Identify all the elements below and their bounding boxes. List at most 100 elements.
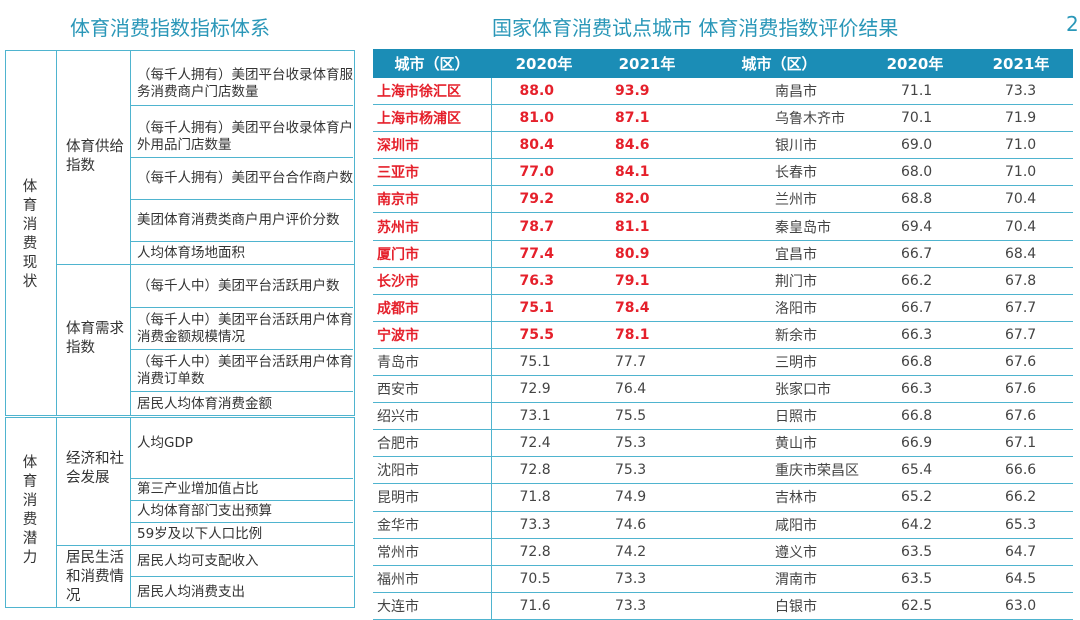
score-2020-cell: 80.4: [491, 131, 597, 160]
score-2020-cell: 70.1: [861, 104, 969, 133]
score-2020-cell: 75.5: [491, 321, 597, 349]
score-2021-cell: 77.7: [597, 348, 697, 377]
header-2020: 2020年: [491, 49, 597, 78]
table-row: 青岛市 75.1 77.7 三明市 66.8 67.6: [373, 348, 1073, 377]
table-row: 西安市 72.9 76.4 张家口市 66.3 67.6: [373, 375, 1073, 404]
header-city: 城市（区）: [373, 49, 491, 78]
score-2021-cell: 82.0: [597, 185, 697, 214]
header-2020-2: 2020年: [861, 49, 969, 78]
score-2021-cell: 66.2: [969, 483, 1073, 512]
score-2021-cell: 74.9: [597, 483, 697, 512]
score-2020-cell: 68.0: [861, 158, 969, 187]
score-2021-cell: 73.3: [969, 78, 1073, 106]
city-cell: 吉林市: [697, 483, 861, 512]
score-2020-cell: 68.8: [861, 185, 969, 214]
city-cell: 南昌市: [697, 78, 861, 106]
score-2021-cell: 70.4: [969, 185, 1073, 214]
city-cell: 荆门市: [697, 267, 861, 295]
score-2021-cell: 64.7: [969, 538, 1073, 566]
city-cell: 宜昌市: [697, 240, 861, 268]
score-2020-cell: 78.7: [491, 212, 597, 241]
score-2021-cell: 67.8: [969, 267, 1073, 295]
score-2020-cell: 72.8: [491, 456, 597, 485]
indicator-item: 美团体育消费类商户用户评价分数: [131, 200, 353, 242]
table-row: 深圳市 80.4 84.6 银川市 69.0 71.0: [373, 131, 1073, 160]
table-row: 福州市 70.5 73.3 渭南市 63.5 64.5: [373, 565, 1073, 593]
score-2020-cell: 66.8: [861, 402, 969, 431]
score-2020-cell: 62.5: [861, 592, 969, 620]
table-row: 金华市 73.3 74.6 咸阳市 64.2 65.3: [373, 511, 1073, 539]
city-cell: 兰州市: [697, 185, 861, 214]
score-2020-cell: 66.8: [861, 348, 969, 377]
city-cell: 日照市: [697, 402, 861, 431]
score-2021-cell: 76.4: [597, 375, 697, 404]
score-2021-cell: 71.9: [969, 104, 1073, 133]
score-2021-cell: 67.7: [969, 321, 1073, 349]
city-cell: 绍兴市: [373, 402, 492, 431]
table-row: 昆明市 71.8 74.9 吉林市 65.2 66.2: [373, 483, 1073, 512]
score-2020-cell: 66.2: [861, 267, 969, 295]
indicator-item: 人均体育场地面积: [137, 244, 245, 261]
score-2020-cell: 71.6: [491, 592, 597, 620]
score-2020-cell: 65.4: [861, 456, 969, 485]
subcategory-demand-label: 体育需求指数: [66, 321, 124, 356]
score-2021-cell: 67.7: [969, 294, 1073, 322]
table-row: 厦门市 77.4 80.9 宜昌市 66.7 68.4: [373, 240, 1073, 268]
city-cell: 长春市: [697, 158, 861, 187]
score-2020-cell: 66.7: [861, 294, 969, 322]
indicator-item: 居民人均体育消费金额: [137, 395, 272, 412]
city-cell: 洛阳市: [697, 294, 861, 322]
city-cell: 大连市: [373, 592, 492, 620]
score-2021-cell: 71.0: [969, 158, 1073, 187]
city-cell: 南京市: [373, 185, 492, 214]
city-cell: 乌鲁木齐市: [697, 104, 861, 133]
city-cell: 长沙市: [373, 267, 492, 295]
score-2021-cell: 73.3: [597, 592, 697, 620]
score-2021-cell: 73.3: [597, 565, 697, 593]
score-2021-cell: 63.0: [969, 592, 1073, 620]
score-2020-cell: 63.5: [861, 565, 969, 593]
results-title: 国家体育消费试点城市 体育消费指数评价结果: [492, 16, 899, 40]
indicator-item: （每千人中）美团平台活跃用户体育消费订单数: [131, 350, 353, 392]
score-2021-cell: 67.6: [969, 348, 1073, 377]
score-2021-cell: 65.3: [969, 511, 1073, 539]
category-status-label: 体育消费现状: [22, 179, 38, 290]
table-row: 宁波市 75.5 78.1 新余市 66.3 67.7: [373, 321, 1073, 349]
score-2021-cell: 67.1: [969, 429, 1073, 458]
city-cell: 张家口市: [697, 375, 861, 404]
subcategory-supply-label: 体育供给指数: [66, 139, 124, 174]
table-row: 沈阳市 72.8 75.3 重庆市荣昌区 65.4 66.6: [373, 456, 1073, 485]
table-row: 上海市杨浦区 81.0 87.1 乌鲁木齐市 70.1 71.9: [373, 104, 1073, 133]
score-2020-cell: 70.5: [491, 565, 597, 593]
score-2021-cell: 84.1: [597, 158, 697, 187]
score-2020-cell: 66.3: [861, 375, 969, 404]
header-2021: 2021年: [597, 49, 697, 78]
city-cell: 三亚市: [373, 158, 492, 187]
indicator-item: （每千人拥有）美团平台合作商户数: [131, 158, 353, 200]
city-cell: 秦皇岛市: [697, 212, 861, 241]
status-block: [5, 50, 355, 416]
city-cell: 上海市徐汇区: [373, 78, 492, 106]
indicator-item: （每千人拥有）美团平台收录体育服务消费商户门店数量: [131, 62, 353, 106]
score-2020-cell: 66.3: [861, 321, 969, 349]
indicator-item: 人均体育部门支出预算: [131, 501, 353, 523]
score-2020-cell: 63.5: [861, 538, 969, 566]
score-2021-cell: 78.4: [597, 294, 697, 322]
city-cell: 沈阳市: [373, 456, 492, 485]
score-2020-cell: 77.0: [491, 158, 597, 187]
city-cell: 合肥市: [373, 429, 492, 458]
category-potential-label: 体育消费潜力: [22, 455, 38, 566]
city-cell: 咸阳市: [697, 511, 861, 539]
indicator-item: 第三产业增加值占比: [131, 479, 353, 501]
indicator-system-title: 体育消费指数指标体系: [70, 16, 270, 40]
results-table: 城市（区） 2020年 2021年 城市（区） 2020年 2021年 上海市徐…: [373, 49, 1073, 620]
score-2020-cell: 72.9: [491, 375, 597, 404]
table-row: 上海市徐汇区 88.0 93.9 南昌市 71.1 73.3: [373, 78, 1073, 106]
indicator-item: （每千人中）美团平台活跃用户体育消费金额规模情况: [131, 308, 353, 350]
city-cell: 福州市: [373, 565, 492, 593]
score-2021-cell: 68.4: [969, 240, 1073, 268]
score-2020-cell: 88.0: [491, 78, 597, 106]
indicator-item: 居民人均可支配收入: [131, 547, 353, 577]
city-cell: 成都市: [373, 294, 492, 322]
score-2020-cell: 72.4: [491, 429, 597, 458]
